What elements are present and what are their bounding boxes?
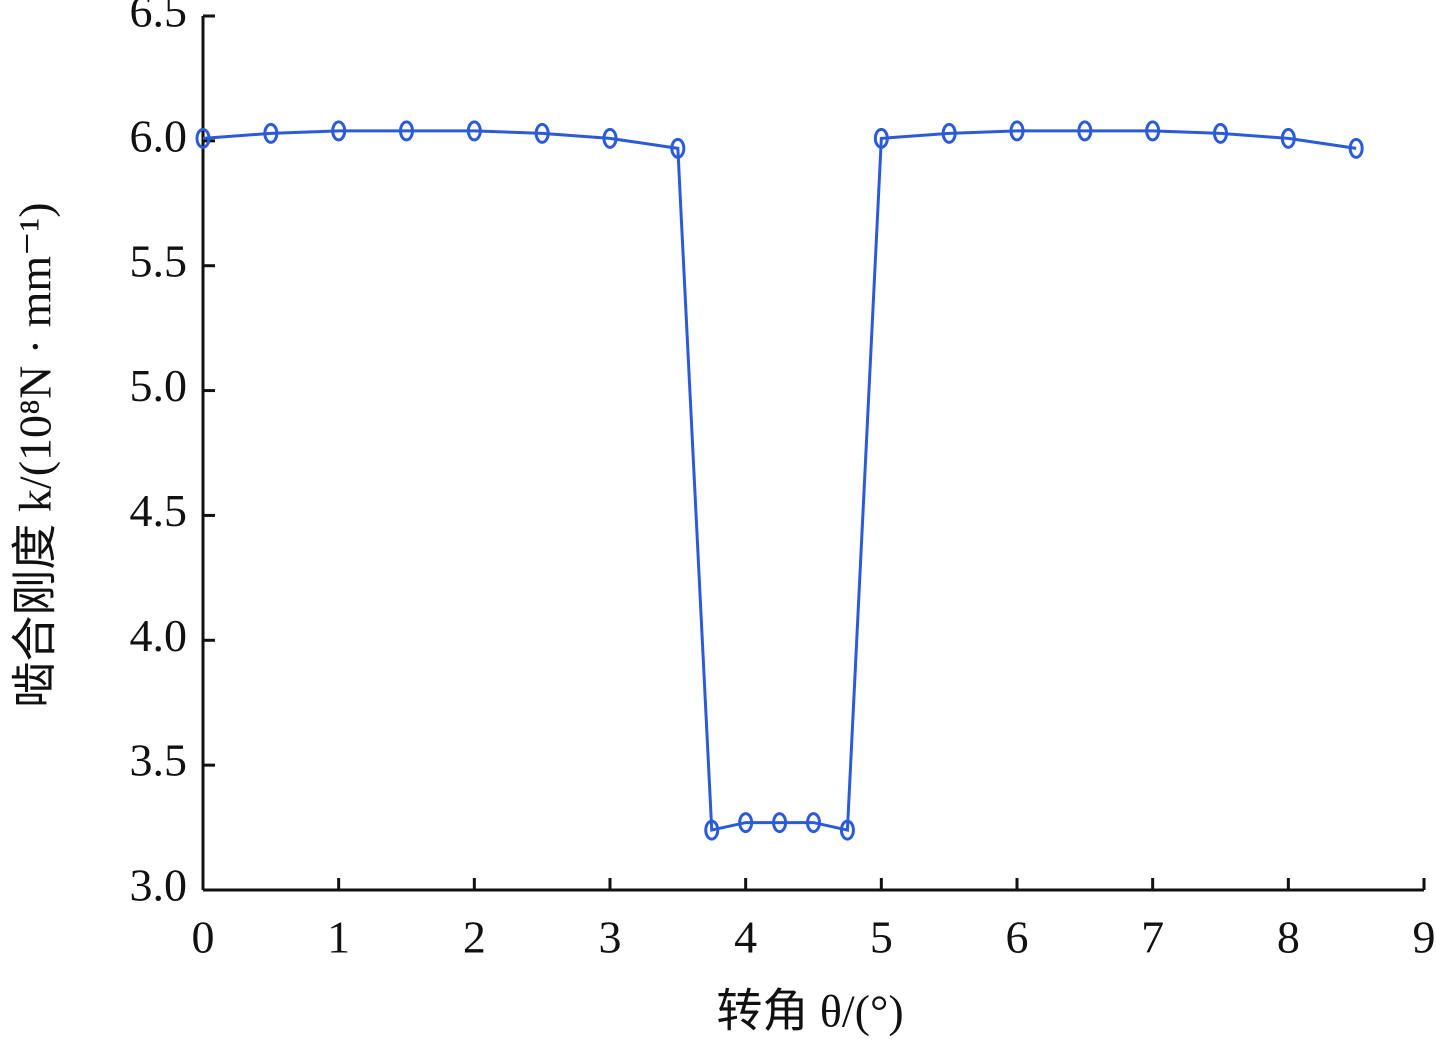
marker xyxy=(941,122,957,144)
marker xyxy=(195,127,211,149)
marker xyxy=(873,127,889,149)
marker xyxy=(704,819,720,841)
marker xyxy=(1145,120,1161,142)
marker xyxy=(1077,120,1093,142)
marker xyxy=(1348,137,1364,159)
marker xyxy=(839,819,855,841)
marker xyxy=(1280,127,1296,149)
marker xyxy=(1213,122,1228,144)
x-tick-label: 7 xyxy=(1141,912,1164,963)
marker xyxy=(772,812,788,834)
x-tick-label: 1 xyxy=(327,912,350,963)
marker xyxy=(1009,120,1025,142)
marker xyxy=(806,812,821,834)
y-tick-label: 6.0 xyxy=(130,110,188,161)
marker xyxy=(602,127,618,149)
y-tick-label: 5.0 xyxy=(130,360,188,411)
x-tick-label: 6 xyxy=(1006,912,1029,963)
y-tick-label: 4.5 xyxy=(130,485,188,536)
x-tick-label: 9 xyxy=(1413,912,1436,963)
marker xyxy=(670,137,686,159)
series-line xyxy=(202,129,1357,832)
x-tick-label: 5 xyxy=(870,912,893,963)
y-tick-label: 4.0 xyxy=(130,610,188,661)
marker xyxy=(466,120,482,142)
x-tick-label: 4 xyxy=(734,912,757,963)
y-tick-label: 3.0 xyxy=(130,860,188,911)
x-axis-label: 转角 θ/(°) xyxy=(716,986,903,1037)
marker xyxy=(331,120,347,142)
marker xyxy=(738,812,754,834)
marker xyxy=(399,120,414,142)
marker xyxy=(263,122,279,144)
y-tick-label: 6.5 xyxy=(130,0,188,37)
x-tick-label: 3 xyxy=(599,912,622,963)
y-tick-label: 5.5 xyxy=(130,235,188,286)
marker xyxy=(534,122,550,144)
x-tick-label: 2 xyxy=(463,912,486,963)
y-axis-label: 啮合刚度 k/(10⁸N · mm⁻¹) xyxy=(10,202,61,707)
x-tick-label: 0 xyxy=(192,912,215,963)
x-tick-label: 8 xyxy=(1277,912,1300,963)
y-tick-label: 3.5 xyxy=(130,735,188,786)
